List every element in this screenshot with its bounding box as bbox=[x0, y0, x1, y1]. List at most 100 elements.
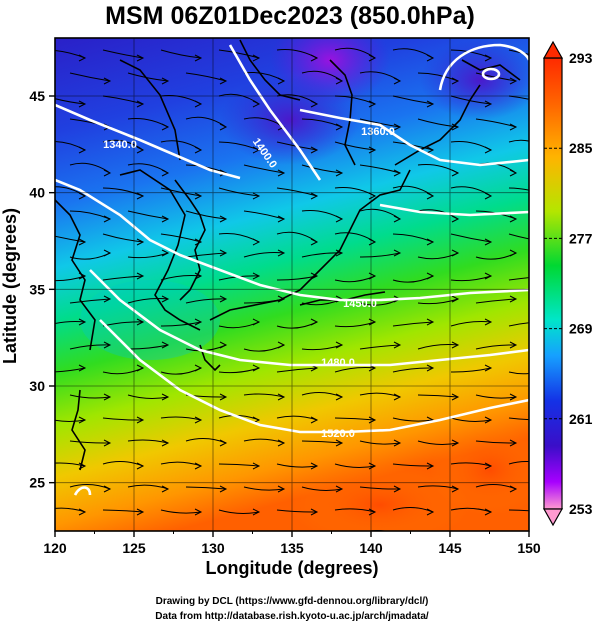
streamline-arrow bbox=[277, 485, 286, 493]
streamline bbox=[334, 141, 376, 151]
streamline bbox=[417, 485, 459, 490]
streamline-arrow bbox=[194, 238, 203, 246]
streamline-arrow bbox=[568, 532, 574, 538]
streamline-arrow bbox=[568, 250, 574, 256]
streamline-arrow bbox=[393, 123, 402, 131]
streamline bbox=[276, 367, 318, 373]
streamline-arrow bbox=[194, 100, 203, 108]
streamline-arrow bbox=[78, 146, 87, 154]
streamline-arrow bbox=[335, 215, 344, 223]
streamline-arrow bbox=[219, 485, 228, 493]
streamline-arrow bbox=[78, 508, 87, 516]
streamline bbox=[218, 509, 260, 514]
streamline bbox=[475, 394, 517, 399]
streamline-arrow bbox=[161, 439, 170, 447]
streamline-arrow bbox=[136, 508, 145, 516]
streamline-arrow bbox=[451, 169, 460, 177]
streamline-arrow bbox=[484, 146, 493, 154]
streamline bbox=[244, 533, 284, 535]
streamline bbox=[243, 164, 285, 174]
streamline-arrow bbox=[277, 215, 286, 223]
wind-streamlines bbox=[55, 47, 574, 538]
streamline-arrow bbox=[103, 215, 112, 223]
streamline-arrow bbox=[78, 100, 87, 108]
streamline-arrow bbox=[219, 295, 228, 303]
y-axis: 25 30 35 40 45 bbox=[29, 88, 55, 491]
streamline-arrow bbox=[219, 215, 228, 223]
streamline-arrow bbox=[136, 238, 145, 246]
streamline-arrow bbox=[393, 393, 402, 401]
streamline-arrow bbox=[335, 341, 344, 349]
streamline-arrow bbox=[335, 393, 344, 401]
streamline bbox=[450, 275, 492, 282]
streamline-arrow bbox=[103, 393, 112, 401]
streamline bbox=[243, 393, 285, 398]
streamline-arrow bbox=[219, 249, 228, 257]
streamline-arrow bbox=[510, 532, 516, 538]
streamline-arrow bbox=[252, 318, 261, 326]
x-tick-label: 150 bbox=[517, 540, 541, 556]
streamline-arrow bbox=[194, 272, 203, 280]
streamline bbox=[508, 187, 529, 191]
streamline-arrow bbox=[219, 77, 228, 85]
streamline bbox=[450, 321, 492, 327]
streamline bbox=[301, 440, 343, 444]
streamline-arrow bbox=[252, 100, 261, 108]
streamline-arrow bbox=[252, 364, 261, 372]
contour-label: 1520.0 bbox=[321, 428, 355, 440]
streamline bbox=[218, 463, 260, 467]
streamline-arrow bbox=[194, 146, 203, 154]
streamline bbox=[450, 462, 492, 467]
streamline-arrow bbox=[484, 100, 493, 108]
streamline-arrow bbox=[451, 341, 460, 349]
streamline-arrow bbox=[484, 318, 493, 326]
streamline-arrow bbox=[393, 249, 402, 257]
streamline bbox=[127, 210, 169, 220]
y-tick-label: 25 bbox=[29, 475, 45, 491]
streamline bbox=[417, 298, 459, 305]
streamline bbox=[334, 463, 376, 468]
streamline-arrow bbox=[426, 508, 435, 516]
streamline-arrow bbox=[426, 54, 435, 62]
streamline-arrow bbox=[484, 462, 493, 470]
streamline-arrow bbox=[393, 439, 402, 447]
streamline-arrow bbox=[194, 192, 203, 200]
streamline-arrow bbox=[393, 485, 402, 493]
streamline bbox=[508, 417, 529, 421]
streamline bbox=[160, 233, 202, 243]
streamline-arrow bbox=[310, 54, 319, 62]
streamline bbox=[301, 164, 343, 174]
streamline-arrow bbox=[451, 77, 460, 85]
streamline-arrow bbox=[426, 272, 435, 280]
streamline-arrow bbox=[219, 393, 228, 401]
streamline bbox=[475, 118, 517, 128]
streamline bbox=[276, 463, 318, 468]
streamline-arrow bbox=[161, 249, 170, 257]
streamline bbox=[185, 210, 227, 220]
streamline-arrow bbox=[335, 485, 344, 493]
streamline-arrow bbox=[161, 169, 170, 177]
streamline-arrow bbox=[136, 272, 145, 280]
streamline-arrow bbox=[451, 249, 460, 257]
streamline bbox=[160, 461, 202, 467]
streamline-arrow bbox=[194, 462, 203, 470]
streamline-arrow bbox=[335, 77, 344, 85]
streamline-arrow bbox=[310, 318, 319, 326]
streamline-arrow bbox=[310, 192, 319, 200]
streamline bbox=[417, 440, 459, 445]
streamline-arrow bbox=[393, 215, 402, 223]
streamline bbox=[69, 298, 111, 304]
streamline bbox=[508, 371, 529, 375]
colorbar-tick-label: 293 bbox=[569, 50, 593, 66]
y-tick-label: 40 bbox=[29, 185, 45, 201]
streamline bbox=[127, 252, 169, 259]
streamline-arrow bbox=[310, 238, 319, 246]
streamline-arrow bbox=[568, 486, 574, 492]
streamline-arrow bbox=[568, 170, 574, 176]
streamline bbox=[55, 235, 86, 243]
streamline bbox=[508, 277, 529, 281]
streamline-arrow bbox=[136, 192, 145, 200]
streamline bbox=[102, 417, 144, 421]
streamline-arrow bbox=[509, 169, 518, 177]
